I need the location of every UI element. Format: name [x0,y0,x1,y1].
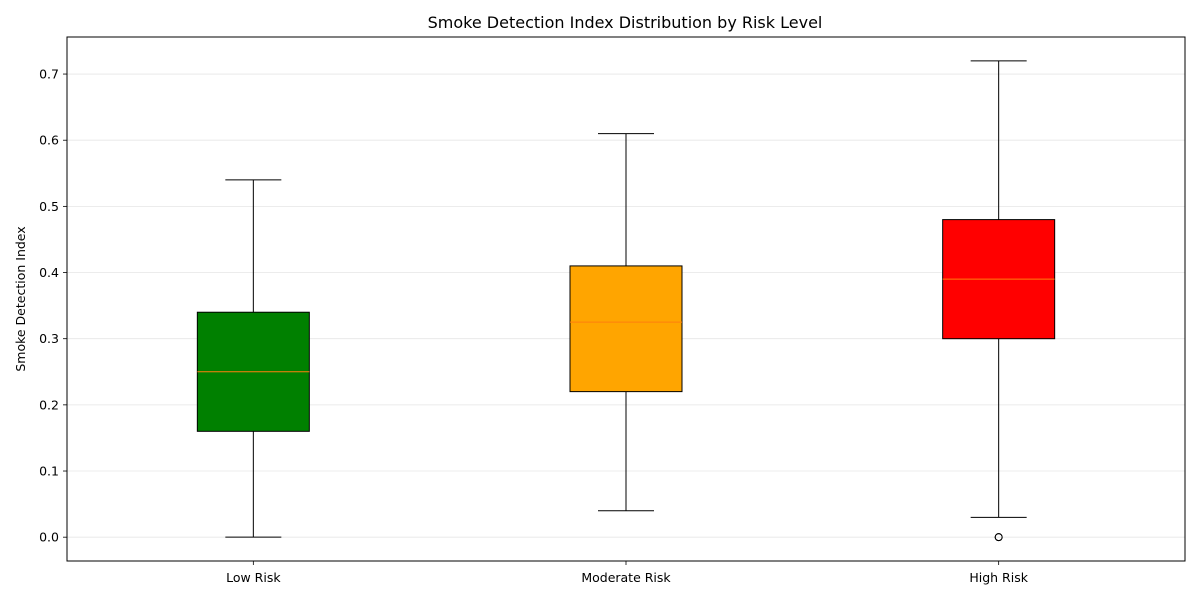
y-tick-label: 0.7 [39,67,59,82]
y-tick-label: 0.3 [39,331,59,346]
chart-title: Smoke Detection Index Distribution by Ri… [428,13,823,32]
outlier-point [994,533,1003,542]
axes-group: 0.0 0.1 0.2 0.3 0.4 0.5 0.6 0.7 Low Risk Moderate… [39,67,1029,585]
y-tick-label: 0.0 [39,530,59,545]
x-tick-label: Low Risk [226,570,281,585]
x-tick-label: High Risk [969,570,1028,585]
y-tick-label: 0.2 [39,397,59,412]
box-low-risk [196,179,310,538]
y-tick-label: 0.5 [39,199,59,214]
box-moderate-risk [569,133,683,512]
y-tick-label: 0.4 [39,265,59,280]
boxes-group [196,60,1056,542]
iqr-box [569,265,683,393]
box-high-risk [942,60,1056,542]
y-tick-label: 0.6 [39,133,59,148]
x-tick-label: Moderate Risk [581,570,671,585]
y-axis-label: Smoke Detection Index [13,226,28,371]
y-tick-label: 0.1 [39,464,59,479]
